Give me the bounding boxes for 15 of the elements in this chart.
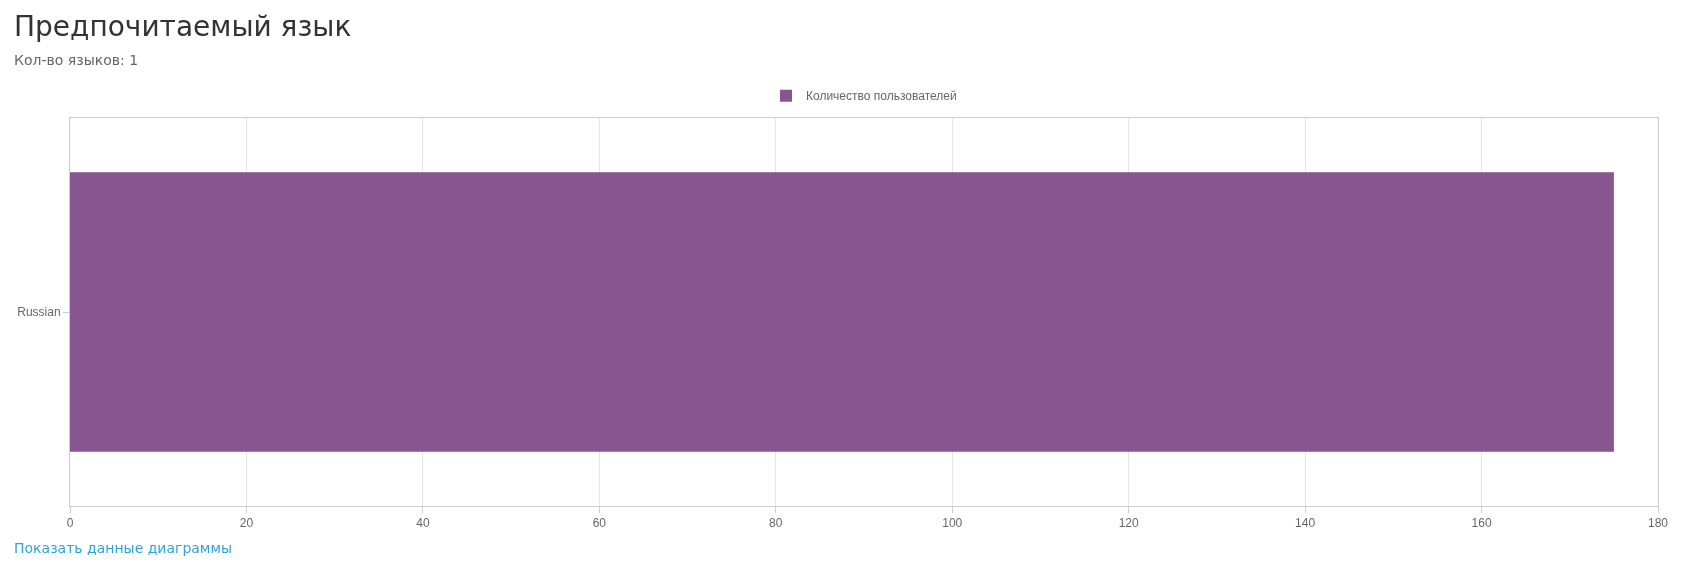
x-tick-label: 180 (1647, 516, 1669, 531)
legend-label: Количество пользователей (806, 89, 957, 104)
x-tick-label: 20 (239, 516, 254, 531)
x-tick-label: 140 (1295, 516, 1316, 531)
chart-subtitle: Кол-во языков: 1 (14, 52, 139, 68)
x-tick-label: 100 (942, 516, 963, 531)
x-tick-label: 120 (1118, 516, 1139, 531)
x-tick-label: 60 (592, 516, 607, 531)
x-tick-label: 80 (769, 516, 783, 531)
text: Показать данные диаграммы (14, 540, 233, 556)
x-tick-label: 0 (66, 516, 74, 531)
y-tick-label: Russian (17, 305, 61, 320)
chart-title: Предпочитаемый язык (14, 10, 352, 43)
x-tick-label: 160 (1471, 516, 1492, 531)
x-tick-label: 40 (416, 516, 430, 531)
